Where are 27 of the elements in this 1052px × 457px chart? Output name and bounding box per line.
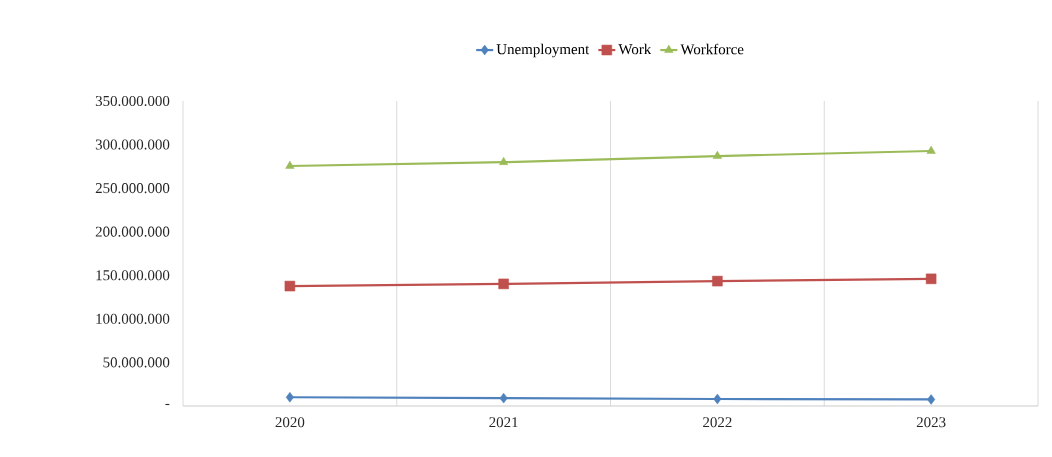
point [284,280,296,292]
x-tick-label: 2020 [275,417,305,428]
point [285,160,295,169]
point [499,392,508,404]
y-tick-label: 200.000.000 [95,226,170,237]
x-tick-label: 2023 [916,417,946,428]
y-tick-label: 150.000.000 [96,270,170,281]
y-tick-label: 250.000.000 [95,183,170,194]
legend-label: Work [618,43,652,55]
point [285,392,294,403]
legend-label: Workforce [680,43,744,55]
y-tick-label: 50.000.000 [103,357,170,368]
x-tick-label: 2021 [489,417,518,428]
point [713,393,722,405]
point [712,150,722,159]
point [499,156,509,165]
point [927,394,936,405]
y-tick-label: - [165,403,170,406]
legend-label: Unemployment [496,43,590,58]
point [925,273,937,285]
x-tick-label: 2022 [703,417,732,428]
y-tick-label: 300.000.000 [95,139,170,150]
point [712,275,723,287]
y-tick-label: 350.000.000 [95,95,170,107]
point [498,278,509,290]
y-tick-label: 100.000.000 [96,313,170,324]
point [926,145,936,154]
